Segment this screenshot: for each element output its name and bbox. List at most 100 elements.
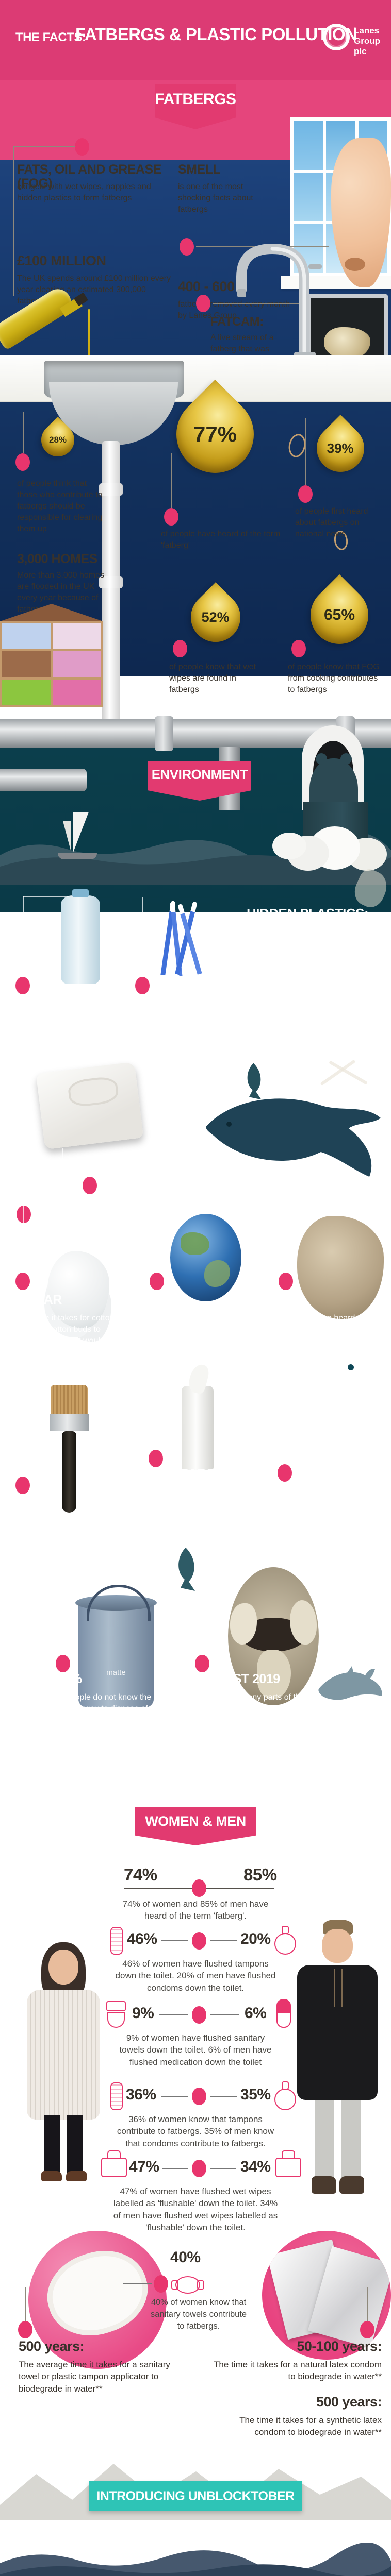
connector-line (23, 1185, 24, 1273)
hidden-plastics-body2: Everyday items like teabags, chewing gum… (247, 1002, 372, 1067)
natural-years-body: The time it takes for a natural latex co… (214, 2360, 382, 2382)
plastic-seahorse (319, 1354, 373, 1483)
plus-marker (75, 138, 89, 156)
woman-face (48, 1950, 78, 1985)
plus-marker (164, 508, 178, 526)
connector-line (123, 2283, 152, 2284)
row5-left-value: 47% (129, 2158, 159, 2175)
cotton-ball (47, 1251, 109, 1328)
outfall-foam (272, 833, 306, 859)
drop-39-body: of people first heard about fatbergs on … (295, 507, 368, 539)
lanes-logo-icon (323, 24, 350, 50)
pad-icon-wing (197, 2280, 204, 2290)
connector-line (13, 146, 14, 296)
sailboat-sail (63, 821, 71, 852)
plus-marker (192, 2006, 206, 2024)
drop-52-body: of people know that wet wipes are found … (169, 663, 256, 694)
woman-leg (67, 2115, 83, 2173)
nostril-shadow (345, 258, 365, 271)
plus-marker (149, 1450, 163, 1467)
buds-body: cotton buds are flushed down the toilet … (135, 1011, 221, 1043)
row2-right-value: 20% (240, 1930, 271, 1947)
fatcam-title: FATCAM: (210, 315, 264, 329)
man-boot (312, 2176, 336, 2194)
p65-body: of people do not know the correct way to… (57, 1693, 161, 1725)
man-jeans (315, 2100, 334, 2180)
introducing-banner: INTRODUCING UNBLOCKTOBER (89, 2481, 302, 2511)
connector-line (62, 1185, 84, 1186)
plus-marker (154, 2275, 168, 2293)
connector-line (305, 418, 306, 485)
bottle-cap (72, 889, 89, 897)
pipe-joint (99, 576, 123, 588)
paintbrush-bristles (51, 1385, 88, 1414)
earth-globe (170, 1214, 241, 1301)
wipes-box-flap (282, 2150, 295, 2159)
removed-title: 400 - 600 (178, 279, 235, 294)
plus-marker (17, 1206, 31, 1223)
connector-line (142, 897, 143, 978)
man-top (297, 1965, 378, 2100)
ocean-to-white-wave (0, 1760, 391, 1784)
outfall-pipe (303, 802, 368, 854)
earth-land (204, 1260, 230, 1287)
smell-body: is one of the most shocking facts about … (178, 182, 253, 214)
woman-shirt (27, 1990, 100, 2120)
connector-line (210, 2168, 236, 2169)
p62-value: 62% (36, 1203, 67, 1220)
p65-value: 65% (57, 1672, 82, 1686)
fatberg-gunk (230, 1603, 257, 1645)
row2-caption: 46% of women have flushed tampons down t… (115, 1959, 276, 1993)
row4-left-value: 36% (126, 2086, 156, 2103)
condom-icon (274, 2089, 296, 2110)
connector-line (156, 1370, 157, 1450)
man-jeans (341, 2100, 361, 2180)
plus-marker (15, 453, 30, 471)
wet-wipes-pack (36, 1061, 144, 1150)
tonnes-body: of plastic is dumped in the ocean every … (15, 1011, 111, 1031)
fish-silhouette (247, 1063, 262, 1100)
rat-ear (316, 753, 327, 765)
plastic-bottle (61, 895, 100, 984)
drop-39-value: 39% (327, 440, 354, 456)
drop-28-value: 28% (48, 435, 67, 445)
wipes-box-flap (107, 2150, 121, 2159)
plus-marker (15, 1477, 30, 1494)
row5-caption: 47% of women have flushed wet wipes labe… (113, 2187, 278, 2233)
connector-line (286, 1190, 287, 1273)
connector-line (162, 2168, 188, 2169)
plus-marker (192, 1932, 206, 1950)
homes-title: 3,000 HOMES (17, 552, 97, 566)
wipe-years-body: The average time it takes for a wet wipe… (148, 1487, 240, 1519)
page-title: FATBERGS & PLASTIC POLLUTION (75, 25, 357, 44)
oil-stream (88, 309, 90, 367)
dollhouse (0, 604, 103, 707)
rat-ear (340, 753, 352, 765)
sailboat-sail (73, 812, 89, 852)
row4-right-value: 35% (240, 2086, 271, 2103)
row4-caption: 36% of women know that tampons contribut… (117, 2114, 274, 2148)
woman-shoe (66, 2171, 87, 2181)
connector-line (159, 2014, 188, 2015)
man-face (322, 1929, 353, 1963)
connector-line (202, 1561, 203, 1655)
connector-line (171, 453, 172, 508)
p48-body: of people have flushed wet wipes labelle… (102, 1197, 317, 1207)
toilet-icon (106, 2001, 126, 2011)
plus-marker (173, 640, 187, 657)
year-body: The time it takes for cotton found in co… (17, 1314, 123, 1368)
cotton-buds-bundle (155, 901, 206, 988)
wipes-box-icon (275, 2158, 301, 2177)
connector-line (157, 1200, 158, 1273)
plus-marker (279, 1273, 293, 1290)
tampon-icon (110, 2082, 123, 2110)
connector-line (23, 896, 24, 978)
man-necklace (334, 1969, 343, 2007)
connector-line (23, 412, 24, 453)
wipes-box-icon (101, 2158, 127, 2177)
drop-65-body: of people know that FOG from cooking con… (288, 663, 380, 694)
connector-line (63, 1592, 64, 1655)
earth-land (181, 1232, 209, 1255)
synthetic-years-title: 500 years: (316, 2394, 382, 2410)
